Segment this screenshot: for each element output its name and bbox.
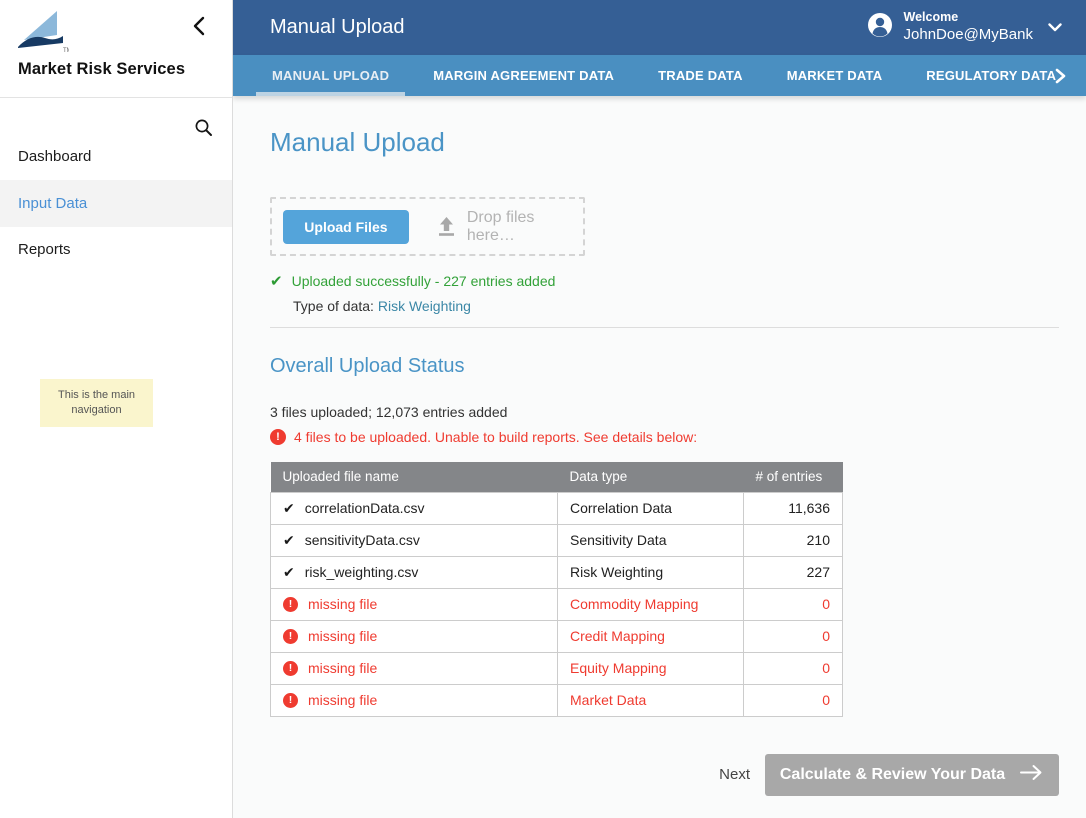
entry-count: 210 [743,523,843,557]
upload-icon [436,216,457,237]
svg-text:TM: TM [63,48,69,54]
main-area: Manual Upload Welcome JohnDoe@MyBank [233,0,1086,818]
upload-warning: ! 4 files to be uploaded. Unable to buil… [270,429,1059,445]
sidebar: TM Market Risk Services Dashboard Input D… [0,0,233,818]
user-avatar-icon [867,12,893,43]
app-title: Market Risk Services [18,60,186,78]
file-name: missing file [308,660,378,676]
tab-bar: MANUAL UPLOAD MARGIN AGREEMENT DATA TRADE … [233,55,1086,96]
sidebar-item-dashboard[interactable]: Dashboard [18,148,92,165]
entry-count: 0 [743,619,843,653]
error-icon: ! [283,692,298,708]
entry-count: 11,636 [743,491,843,525]
sidebar-item-reports[interactable]: Reports [18,241,71,258]
table-row: ! missing file Equity Mapping 0 [270,651,843,685]
success-text: Uploaded successfully - 227 entries adde… [291,273,556,289]
data-type: Credit Mapping [557,619,744,653]
type-of-data-link[interactable]: Risk Weighting [377,298,471,314]
username-label: JohnDoe@MyBank [903,25,1033,43]
warning-icon: ! [270,429,286,445]
table-row: ✔ risk_weighting.csv Risk Weighting 227 [270,555,843,589]
upload-status-table: Uploaded file name Data type # of entries … [270,462,843,717]
error-icon: ! [283,596,298,612]
error-icon: ! [283,628,298,644]
sidebar-item-input-data[interactable]: Input Data [0,180,232,227]
data-type: Risk Weighting [557,555,744,589]
next-label: Next [719,766,750,783]
tab-regulatory-data[interactable]: REGULATORY DATA [926,68,1057,83]
file-dropzone[interactable]: Upload Files Drop files here… [270,197,585,256]
table-row: ✔ correlationData.csv Correlation Data 11,6… [270,491,843,525]
warning-text: 4 files to be uploaded. Unable to build … [294,429,698,445]
tab-margin-agreement-data[interactable]: MARGIN AGREEMENT DATA [433,68,615,83]
data-type: Sensitivity Data [557,523,744,557]
file-name: missing file [308,692,378,708]
top-header: Manual Upload Welcome JohnDoe@MyBank [233,0,1086,55]
data-type: Commodity Mapping [557,587,744,621]
sidebar-nav: Dashboard Input Data Reports [0,140,232,267]
drop-files-label: Drop files here… [466,208,535,244]
upload-success-message: ✔ Uploaded successfully - 227 entries ad… [270,273,1059,289]
table-row: ! missing file Commodity Mapping 0 [270,587,843,621]
tabs-overflow-chevron-icon[interactable] [1055,55,1066,96]
check-icon: ✔ [283,532,295,548]
entry-count: 0 [743,587,843,621]
company-logo-icon: TM [17,10,72,59]
type-of-data-label: Type of data: [293,298,378,314]
file-name: missing file [308,628,378,644]
sidebar-divider [0,97,232,98]
table-row: ! missing file Credit Mapping 0 [270,619,843,653]
user-text: Welcome JohnDoe@MyBank [904,10,1033,44]
check-icon: ✔ [283,500,295,516]
file-name: missing file [308,596,378,612]
file-name: sensitivityData.csv [304,532,420,548]
data-type: Correlation Data [557,491,744,525]
data-type: Equity Mapping [557,651,744,685]
sidebar-collapse-icon[interactable] [192,16,212,38]
tab-manual-upload[interactable]: MANUAL UPLOAD [254,55,407,96]
user-menu[interactable]: Welcome JohnDoe@MyBank [867,10,1062,44]
actions-bar: Next Calculate & Review Your Data [270,753,1059,796]
search-icon[interactable] [194,118,214,138]
file-name: correlationData.csv [304,500,425,516]
section-divider [270,327,1059,328]
tab-trade-data[interactable]: TRADE DATA [658,68,743,83]
file-name: risk_weighting.csv [304,564,419,580]
page-header-title: Manual Upload [270,16,405,38]
calculate-review-button[interactable]: Calculate & Review Your Data [765,753,1059,796]
navigation-tooltip: This is the main navigation [40,379,153,427]
entry-count: 227 [743,555,843,589]
content-panel: Manual Upload Upload Files Drop files he… [233,96,1086,818]
check-icon: ✔ [283,564,295,580]
error-icon: ! [283,660,298,676]
column-header-of-entries: # of entries [743,462,843,492]
page-title: Manual Upload [270,127,445,157]
upload-files-button[interactable]: Upload Files [283,209,409,244]
type-of-data-line: Type of data: Risk Weighting [293,298,1059,314]
data-type: Market Data [557,683,744,717]
upload-summary: 3 files uploaded; 12,073 entries added [270,404,508,420]
upload-table-header-row: Uploaded file name Data type # of entries [270,462,843,492]
entry-count: 0 [743,651,843,685]
table-row: ! missing file Market Data 0 [270,683,843,717]
overall-status-title: Overall Upload Status [270,355,465,377]
chevron-down-icon[interactable] [1048,23,1062,32]
calculate-button-label: Calculate & Review Your Data [779,765,1006,783]
welcome-label: Welcome [903,10,959,25]
column-header-uploaded-file-name: Uploaded file name [270,462,558,492]
entry-count: 0 [743,683,843,717]
upload-table-body: ✔ correlationData.csv Correlation Data 11,6… [270,491,843,717]
tab-market-data[interactable]: MARKET DATA [786,68,883,83]
column-header-data-type: Data type [557,462,744,492]
arrow-right-icon [1019,764,1044,786]
table-row: ✔ sensitivityData.csv Sensitivity Data 210 [270,523,843,557]
success-check-icon: ✔ [270,272,283,290]
